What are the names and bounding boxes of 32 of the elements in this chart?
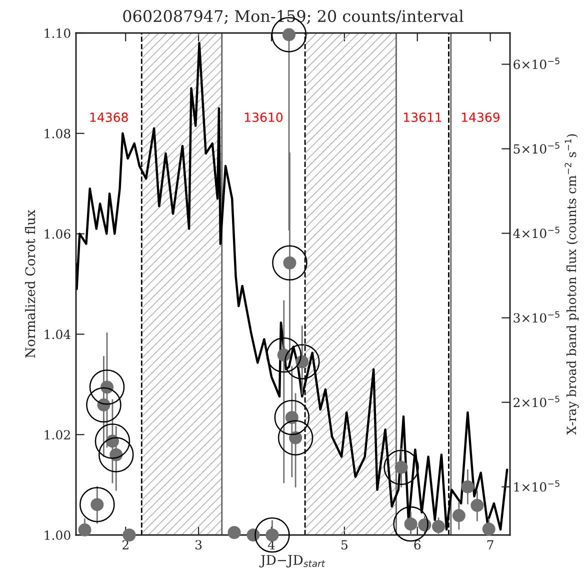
x-tick-label: 3 bbox=[196, 540, 202, 550]
point bbox=[461, 480, 474, 494]
y2-axis-title: X-ray broad band photon flux (counts cm$^{−2}$ s$^{−1}$) bbox=[564, 134, 579, 435]
y2-tick-label: 6×10$^{−5}$ bbox=[514, 58, 560, 70]
y2-tick-label: 2×10$^{−5}$ bbox=[514, 396, 560, 408]
y-tick-label: 1.08 bbox=[44, 128, 70, 138]
annotation: 14368 bbox=[90, 112, 128, 122]
y2-tick-label: 5×10$^{−5}$ bbox=[514, 142, 560, 154]
y-tick-label: 1.00 bbox=[44, 530, 70, 540]
y-tick-label: 1.02 bbox=[44, 430, 70, 440]
annotation: 13610 bbox=[244, 112, 283, 122]
point bbox=[228, 526, 241, 539]
annotation: 14369 bbox=[462, 112, 500, 122]
point bbox=[482, 522, 496, 536]
y-tick-label: 1.04 bbox=[44, 330, 71, 340]
y2-tick-label: 3×10$^{−5}$ bbox=[514, 311, 560, 323]
y-axis-title: Normalized Corot flux bbox=[24, 210, 36, 358]
x-tick-label: 2 bbox=[122, 540, 128, 550]
point bbox=[470, 498, 484, 512]
y-tick-label: 1.10 bbox=[44, 28, 70, 38]
annotation: 13611 bbox=[404, 112, 442, 122]
x-axis-title: JD−JD$_{start}$ bbox=[259, 555, 326, 568]
point bbox=[122, 528, 136, 542]
x-tick-label: 6 bbox=[414, 540, 421, 550]
x-tick-label: 7 bbox=[487, 540, 494, 550]
x-tick-label: 5 bbox=[342, 540, 348, 550]
chart-title: 0602087947; Mon-159; 20 counts/interval bbox=[123, 10, 464, 24]
point bbox=[432, 520, 446, 534]
y2-tick-label: 1×10$^{−5}$ bbox=[514, 480, 560, 492]
y2-tick-label: 4×10$^{−5}$ bbox=[513, 226, 560, 238]
y-tick-label: 1.06 bbox=[44, 229, 70, 239]
point bbox=[452, 509, 466, 522]
